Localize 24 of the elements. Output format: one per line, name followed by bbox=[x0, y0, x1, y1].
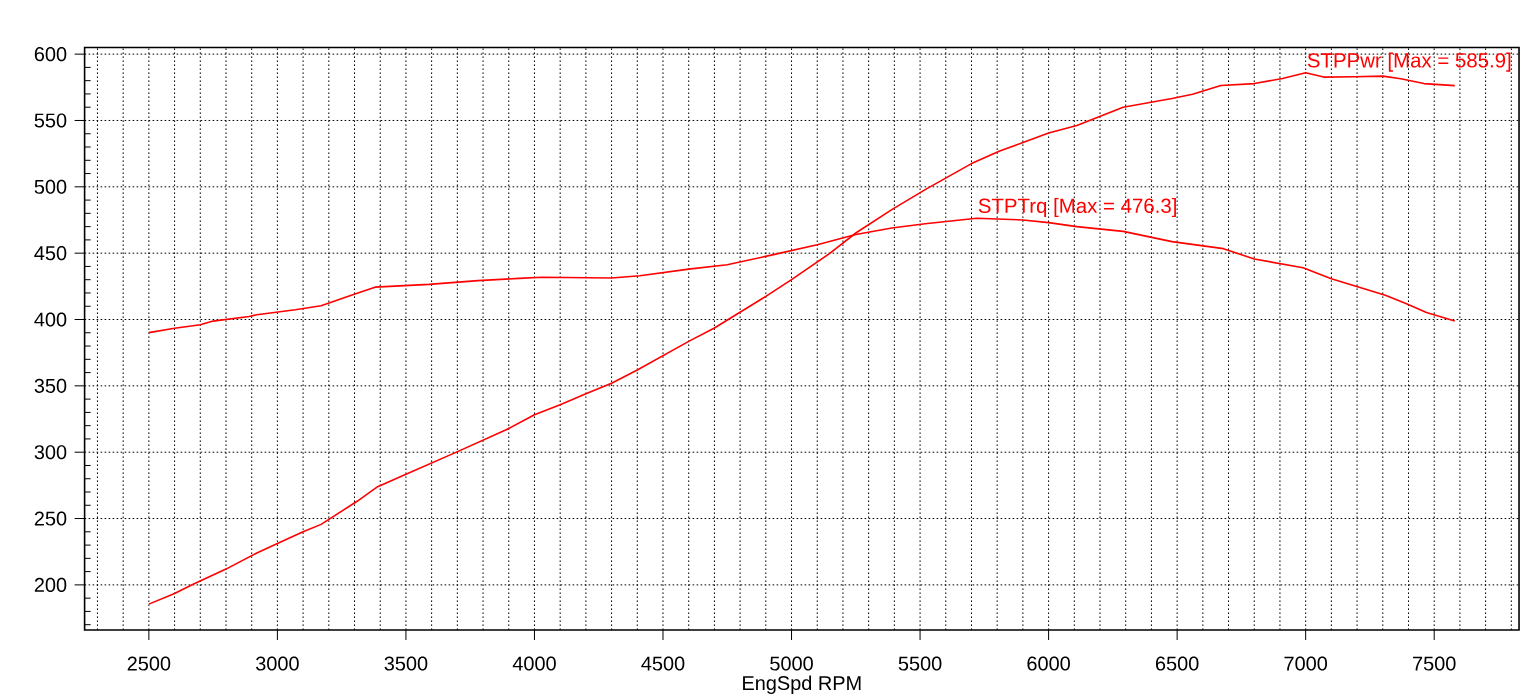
x-tick-label: 2500 bbox=[127, 656, 171, 671]
x-tick-label: 7500 bbox=[1413, 656, 1456, 671]
y-tick-label: 450 bbox=[34, 246, 67, 261]
line-series bbox=[148, 72, 1456, 605]
y-tick-label: 300 bbox=[34, 445, 67, 460]
x-tick-label: 4000 bbox=[512, 656, 556, 671]
annotation: STPPwr [Max = 585.9] bbox=[1307, 52, 1511, 72]
y-tick-label: 200 bbox=[34, 577, 67, 592]
y-tick-label: 500 bbox=[34, 179, 67, 194]
x-tick-label: 7000 bbox=[1284, 656, 1328, 671]
y-tick-label: 400 bbox=[34, 312, 67, 327]
x-tick-label: 4500 bbox=[641, 656, 685, 671]
x-tick-label: 6500 bbox=[1155, 656, 1199, 671]
y-tick-label: 550 bbox=[34, 113, 67, 128]
x-tick-label: 3000 bbox=[256, 656, 299, 671]
x-axis-title: EngSpd RPM bbox=[743, 675, 861, 695]
y-tick-label: 350 bbox=[34, 378, 67, 393]
x-tick-label: 5500 bbox=[898, 656, 942, 671]
annotation: STPTrq [Max = 476.3] bbox=[978, 198, 1176, 218]
x-tick-label: 5000 bbox=[770, 656, 813, 671]
y-tick-label: 600 bbox=[34, 47, 67, 62]
x-tick-label: 3500 bbox=[384, 656, 428, 671]
x-tick-label: 6000 bbox=[1027, 656, 1070, 671]
y-tick-label: 250 bbox=[34, 511, 67, 526]
